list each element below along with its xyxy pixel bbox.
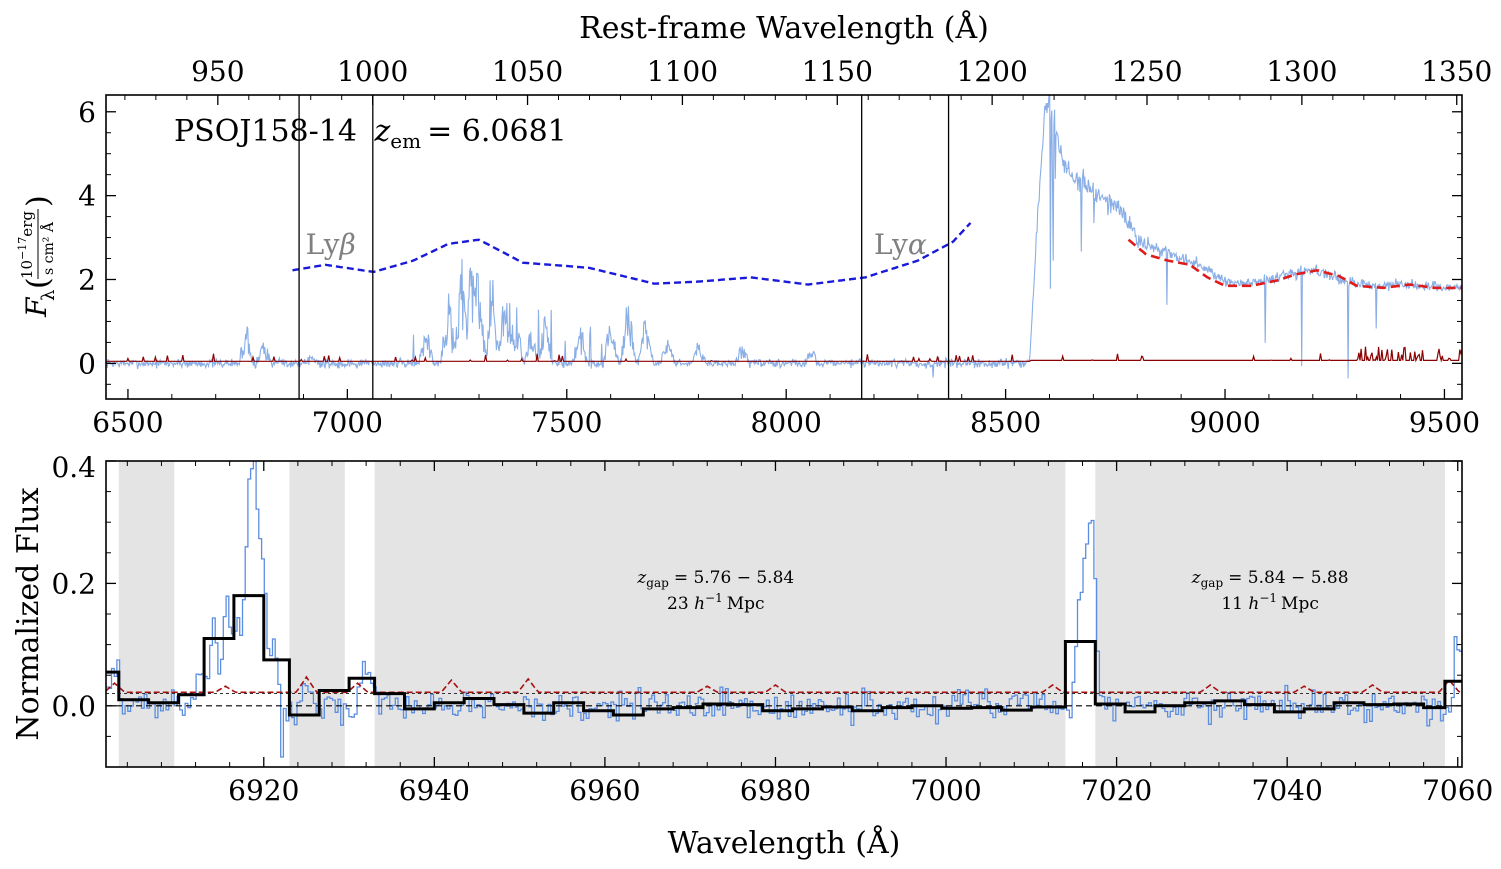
bottom-panel: 6920 6940 6960 6980 7000 7020 7040 7060 0.0 0.2 0.… xyxy=(11,451,1493,861)
continuum-fit-blue xyxy=(292,222,972,286)
bottom-xtick-label: 7040 xyxy=(1252,774,1323,807)
bottom-ticks: 6920 6940 6960 6980 7000 7020 7040 7060 0.0 0.2 0.… xyxy=(51,451,1493,807)
quasar-annotation: PSOJ158-14 zem = 6.0681 xyxy=(174,114,567,153)
error-spectrum-bottom xyxy=(106,675,1462,694)
top-xtick-label: 9500 xyxy=(1409,406,1480,439)
bottom-xlabel: Wavelength (Å) xyxy=(668,825,901,861)
line-label-1: Lyα xyxy=(874,228,927,261)
top-ytick-label: 0 xyxy=(78,347,96,380)
top-xtick-label: 7000 xyxy=(312,406,383,439)
svg-text:λ: λ xyxy=(38,290,59,301)
bottom-xtick-label: 6920 xyxy=(228,774,299,807)
rest-tick-label: 1100 xyxy=(647,55,718,88)
bottom-xtick-label: 6960 xyxy=(569,774,640,807)
gap-region-2 xyxy=(374,461,1066,767)
line-labels: Lyβ Lyα xyxy=(306,228,927,261)
gap-region-3 xyxy=(1095,461,1445,767)
top-axes-frame xyxy=(105,94,1463,400)
bottom-xtick-label: 6940 xyxy=(399,774,470,807)
rest-tick-label: 1250 xyxy=(1111,55,1182,88)
continuum-fit-red xyxy=(1127,238,1462,290)
bottom-ytick-label: 0.0 xyxy=(51,690,96,723)
rest-tick-label: 1000 xyxy=(337,55,408,88)
top-xtick-label: 9000 xyxy=(1189,406,1260,439)
svg-text:F: F xyxy=(20,296,53,318)
top-panel: 6500 7000 7500 8000 8500 9000 9500 0 2 4 6 950 1000 1… xyxy=(16,10,1492,439)
flux-spectrum xyxy=(106,95,1462,379)
top-xtick-label: 6500 xyxy=(92,406,163,439)
svg-text:10−17erg: 10−17erg xyxy=(16,211,36,279)
gap-region-0 xyxy=(118,461,175,767)
svg-text:s cm² Å: s cm² Å xyxy=(39,221,57,275)
gap-region-1 xyxy=(289,461,345,767)
gap-label-redshift-0: zgap = 5.76 − 5.84 xyxy=(636,568,794,590)
top-xtick-label: 8000 xyxy=(751,406,822,439)
error-spectrum xyxy=(106,346,1462,363)
rest-tick-label: 1300 xyxy=(1266,55,1337,88)
bottom-xtick-label: 7020 xyxy=(1081,774,1152,807)
top-xtick-label: 8500 xyxy=(970,406,1041,439)
top-ytick-label: 6 xyxy=(78,96,96,129)
top-ytick-label: 2 xyxy=(78,263,96,296)
top-panel-title: Rest-frame Wavelength (Å) xyxy=(579,10,989,46)
bottom-ytick-label: 0.4 xyxy=(51,451,96,484)
top-ticks: 6500 7000 7500 8000 8500 9000 9500 0 2 4 6 950 1000 1… xyxy=(78,55,1492,439)
top-ytick-label: 4 xyxy=(78,180,96,213)
gap-label-distance-1: 11 h−1 Mpc xyxy=(1221,591,1319,614)
svg-text:(: ( xyxy=(21,277,56,289)
bottom-ytick-label: 0.2 xyxy=(51,567,96,600)
rest-tick-label: 1350 xyxy=(1421,55,1492,88)
bottom-ylabel: Normalized Flux xyxy=(11,487,46,740)
binned-flux xyxy=(106,594,1462,717)
rest-tick-label: 1050 xyxy=(492,55,563,88)
bottom-xtick-label: 7060 xyxy=(1422,774,1493,807)
rest-tick-label: 950 xyxy=(191,55,244,88)
gap-label-redshift-1: zgap = 5.84 − 5.88 xyxy=(1191,568,1349,590)
top-ylabel: F λ ( 10−17erg s cm² Å ) xyxy=(16,195,59,318)
rest-tick-label: 1200 xyxy=(957,55,1028,88)
gap-label-distance-0: 23 h−1 Mpc xyxy=(667,591,765,614)
rest-tick-label: 1150 xyxy=(802,55,873,88)
top-xtick-label: 7500 xyxy=(531,406,602,439)
bottom-plot-area xyxy=(106,461,1462,767)
bottom-xtick-label: 7000 xyxy=(910,774,981,807)
top-plot-area xyxy=(106,95,1462,399)
svg-text:): ) xyxy=(21,195,56,207)
bottom-xtick-label: 6980 xyxy=(740,774,811,807)
line-label-0: Lyβ xyxy=(306,228,356,261)
